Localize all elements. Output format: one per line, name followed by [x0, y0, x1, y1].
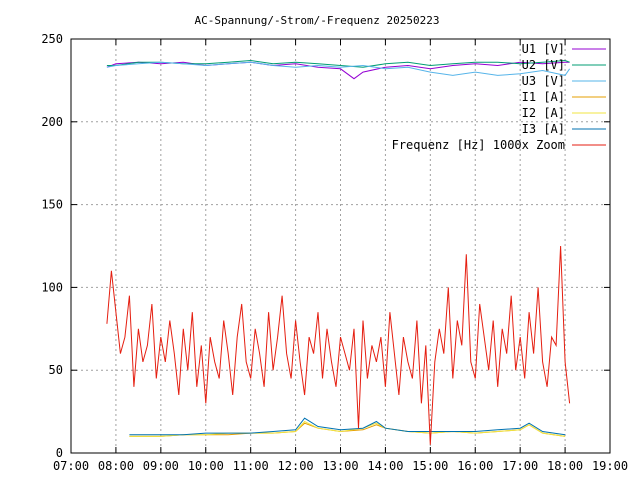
legend: U1 [V] U2 [V] U3 [V] I1 [A] I2 [A] I3 [A] Freq…	[392, 42, 606, 152]
x-tick-label: 16:00	[457, 459, 493, 473]
y-tick-label: 50	[49, 363, 63, 377]
x-tick-label: 13:00	[322, 459, 358, 473]
series-layer	[106, 59, 571, 445]
x-tick-label: 15:00	[412, 459, 448, 473]
axes: 0 50 100 150 200 250 07:00 08:00 09:00 10:00 11:00…	[41, 32, 628, 473]
series-line-1	[106, 59, 570, 68]
x-tick-label: 12:00	[278, 459, 314, 473]
y-tick-label: 100	[41, 280, 63, 294]
series-line-6	[106, 245, 571, 445]
legend-label: U1 [V]	[522, 42, 565, 56]
series-line-0	[106, 61, 570, 80]
x-tick-label: 10:00	[188, 459, 224, 473]
x-tick-label: 18:00	[547, 459, 583, 473]
y-tick-label: 0	[56, 446, 63, 460]
y-tick-label: 200	[41, 115, 63, 129]
series-line-2	[106, 61, 571, 76]
x-tick-label: 08:00	[98, 459, 134, 473]
x-tick-label: 09:00	[143, 459, 179, 473]
legend-label: U2 [V]	[522, 58, 565, 72]
legend-label: Frequenz [Hz] 1000x Zoom	[392, 138, 565, 152]
x-tick-label: 07:00	[53, 459, 89, 473]
y-tick-label: 150	[41, 198, 63, 212]
legend-label: I1 [A]	[522, 90, 565, 104]
x-tick-label: 14:00	[367, 459, 403, 473]
legend-label: I3 [A]	[522, 122, 565, 136]
chart-title: AC-Spannung/-Strom/-Frequenz 20250223	[194, 14, 439, 27]
x-tick-label: 11:00	[233, 459, 269, 473]
x-tick-label: 17:00	[502, 459, 538, 473]
x-tick-label: 19:00	[592, 459, 628, 473]
series-line-5	[129, 417, 566, 436]
y-tick-label: 250	[41, 32, 63, 46]
legend-label: U3 [V]	[522, 74, 565, 88]
legend-label: I2 [A]	[522, 106, 565, 120]
